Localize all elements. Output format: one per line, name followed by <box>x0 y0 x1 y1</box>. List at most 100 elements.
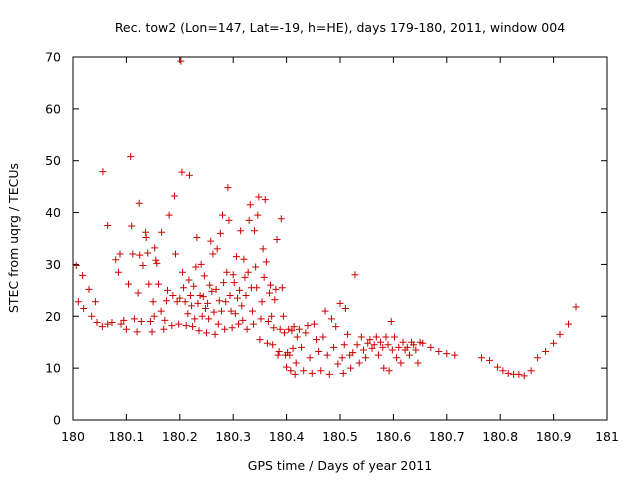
data-point <box>451 351 459 359</box>
data-point <box>550 339 558 347</box>
data-point <box>93 319 101 327</box>
data-point <box>271 296 279 304</box>
data-point <box>176 294 184 302</box>
data-point <box>486 356 494 364</box>
data-point <box>112 256 120 264</box>
x-tick-label: 180 <box>61 429 85 444</box>
data-point <box>188 302 196 310</box>
data-point <box>231 310 239 318</box>
y-tick-label: 50 <box>45 153 61 168</box>
data-point <box>229 271 237 279</box>
x-tick-label: 180.9 <box>536 429 572 444</box>
data-point <box>572 303 580 311</box>
data-point <box>117 320 125 328</box>
data-point <box>288 327 296 335</box>
data-point <box>275 348 283 356</box>
data-point <box>242 292 250 300</box>
data-point <box>184 310 192 318</box>
data-point <box>255 193 263 201</box>
data-point <box>237 227 245 235</box>
data-point <box>158 228 166 236</box>
data-point <box>340 341 348 349</box>
y-axis-label: STEC from uqrg / TECUs <box>6 163 21 313</box>
data-point <box>157 307 165 315</box>
data-point <box>104 320 112 328</box>
data-point <box>208 287 216 295</box>
data-point <box>277 215 285 223</box>
data-point <box>190 282 198 290</box>
data-point <box>262 258 270 266</box>
data-point <box>191 315 199 323</box>
data-point <box>258 298 266 306</box>
data-point <box>310 320 318 328</box>
data-point <box>353 341 361 349</box>
data-point <box>248 307 256 315</box>
data-point <box>298 343 306 351</box>
data-point <box>193 233 201 241</box>
data-point <box>254 211 262 219</box>
data-point <box>130 315 138 323</box>
data-point <box>182 322 190 330</box>
data-point <box>164 286 172 294</box>
data-point <box>177 57 185 65</box>
data-point <box>136 251 144 259</box>
data-point <box>88 312 96 320</box>
data-point <box>145 280 153 288</box>
data-point <box>245 216 253 224</box>
data-point <box>207 237 215 245</box>
data-point <box>153 259 161 267</box>
data-point <box>289 344 297 352</box>
data-point <box>366 336 374 344</box>
data-point <box>278 284 286 292</box>
data-point <box>427 343 435 351</box>
data-point <box>152 256 160 264</box>
data-point <box>364 339 372 347</box>
y-tick-label: 70 <box>45 50 61 65</box>
data-point <box>270 324 278 332</box>
data-point <box>186 292 194 300</box>
data-point <box>260 273 268 281</box>
data-point <box>217 307 225 315</box>
data-point <box>259 245 267 253</box>
data-point <box>565 320 573 328</box>
data-point <box>443 350 451 358</box>
data-point <box>72 261 80 269</box>
data-point <box>201 305 209 313</box>
data-point <box>80 305 88 313</box>
data-point <box>515 370 523 378</box>
data-point <box>313 336 321 344</box>
data-point <box>293 333 301 341</box>
data-point <box>330 343 338 351</box>
data-point <box>137 317 145 325</box>
data-point <box>241 273 249 281</box>
data-point <box>494 363 502 371</box>
data-point <box>196 292 204 300</box>
data-point <box>180 284 188 292</box>
data-point <box>160 325 168 333</box>
data-point <box>379 343 387 351</box>
x-tick-label: 180.1 <box>109 429 145 444</box>
data-point <box>203 329 210 337</box>
data-point <box>397 359 405 367</box>
data-point <box>478 354 486 362</box>
data-point <box>185 276 193 284</box>
data-point <box>246 201 254 209</box>
data-point <box>99 168 107 176</box>
data-point <box>403 343 411 351</box>
x-tick-label: 180.3 <box>215 429 251 444</box>
x-tick-label: 180.5 <box>322 429 358 444</box>
data-point <box>264 317 272 325</box>
data-point <box>133 328 141 336</box>
y-tick-label: 0 <box>53 413 61 428</box>
data-point <box>253 284 261 292</box>
data-point <box>222 298 230 306</box>
data-point <box>228 324 236 332</box>
data-point <box>85 285 93 293</box>
data-point <box>91 298 99 306</box>
data-points <box>72 57 580 380</box>
data-point <box>154 280 162 288</box>
data-point <box>197 260 205 268</box>
data-point <box>263 339 271 347</box>
y-tick-label: 10 <box>45 361 61 376</box>
data-point <box>151 244 159 252</box>
